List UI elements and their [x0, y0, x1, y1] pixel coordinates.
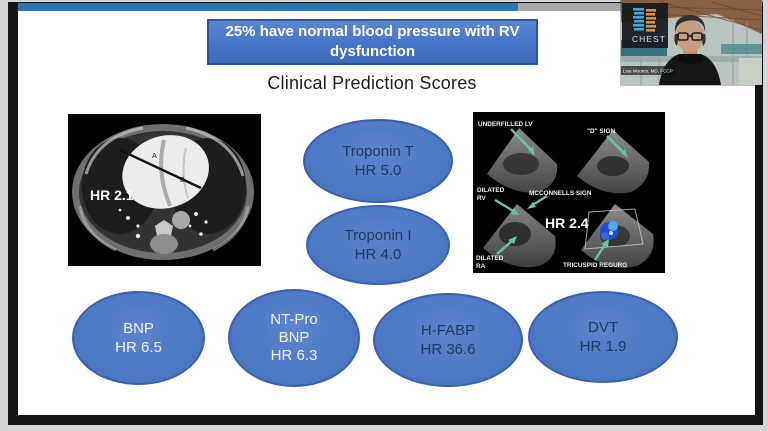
ellipse-troponin-i: Troponin I HR 4.0: [306, 205, 450, 285]
ellipse-line: HR 6.3: [270, 347, 318, 364]
ellipse-line: DVT: [588, 318, 618, 336]
participant-name: Lisa Moores, MD, FCCP: [623, 69, 673, 74]
slide-top-gray-bar: [518, 3, 628, 11]
ellipse-line: HR 5.0: [354, 162, 402, 179]
ct-hr-label: HR 2.1: [90, 187, 134, 203]
page-title: Clinical Prediction Scores: [267, 73, 477, 93]
glasses: [677, 32, 703, 41]
echo-hr-label: HR 2.4: [545, 215, 589, 231]
slide-top-accent-bar: [18, 3, 518, 11]
dilated-ra-label: DILATED: [476, 255, 504, 262]
participant-name-tag: Lisa Moores, MD, FCCP: [621, 66, 675, 75]
ellipse-line: Troponin I: [344, 226, 412, 244]
ct-scan-image: A B HR 2.1: [68, 114, 261, 266]
chest-logo: CHEST: [622, 3, 668, 48]
ellipse-line: HR 1.9: [579, 338, 627, 355]
ct-scan-illustration: A B HR 2.1: [68, 114, 261, 266]
vessel-dots: [118, 208, 208, 239]
ellipse-troponin-t: Troponin T HR 5.0: [303, 119, 453, 203]
ellipse-line: BNP: [278, 329, 310, 346]
ellipse-bnp: BNP HR 6.5: [72, 291, 205, 385]
ellipse-line: H-FABP: [420, 321, 476, 339]
echo-image: UNDERFILLED LV "D" SIGN MCCONNELLS SIGN …: [473, 112, 665, 273]
d-sign-label: "D" SIGN: [587, 128, 615, 135]
ellipse-line: BNP: [123, 319, 154, 337]
chest-logo-text: CHEST: [632, 34, 666, 44]
slide-banner-text: 25% have normal blood pressure with RV d…: [225, 22, 520, 60]
ellipse-line: HR 36.6: [420, 341, 476, 358]
tricuspid-label: TRICUSPID REGURG: [563, 262, 627, 269]
ellipse-line: HR 4.0: [354, 246, 402, 263]
slide-banner: 25% have normal blood pressure with RV d…: [207, 19, 538, 65]
echo-annotations: UNDERFILLED LV "D" SIGN MCCONNELLS SIGN …: [476, 121, 627, 270]
dilated-rv-label: DILATED: [477, 187, 505, 194]
dilated-rv-label-2: RV: [477, 195, 486, 202]
chest-logo-icon: [633, 8, 656, 32]
presenter-person: [659, 15, 721, 85]
doppler-jet: [600, 221, 618, 240]
underfilled-lv-label: UNDERFILLED LV: [478, 121, 533, 128]
ellipse-line: NT-Pro: [270, 311, 318, 328]
ellipse-h-fabp: H-FABP HR 36.6: [373, 293, 523, 387]
annotation-arrows: [494, 128, 628, 261]
measurement-line: [119, 148, 202, 190]
ellipse-line: HR 6.5: [115, 339, 162, 356]
marker-a-label: A: [152, 153, 157, 160]
ellipse-line: Troponin T: [342, 142, 414, 160]
echo-illustration: UNDERFILLED LV "D" SIGN MCCONNELLS SIGN …: [473, 112, 665, 273]
webcam-video-frame: CHEST Lisa Moores, MD, FCCP: [620, 0, 763, 85]
dilated-ra-label-2: RA: [476, 263, 486, 270]
mcconnells-label: MCCONNELLS SIGN: [529, 190, 592, 197]
ellipse-dvt: DVT HR 1.9: [528, 291, 678, 383]
marker-b-label: B: [180, 177, 185, 184]
webcam-video-tile[interactable]: CHEST Lisa Moores, MD, FCCP: [620, 0, 763, 85]
ellipse-nt-pro-bnp: NT-Pro BNP HR 6.3: [228, 289, 360, 387]
doppler-box: [584, 208, 644, 250]
